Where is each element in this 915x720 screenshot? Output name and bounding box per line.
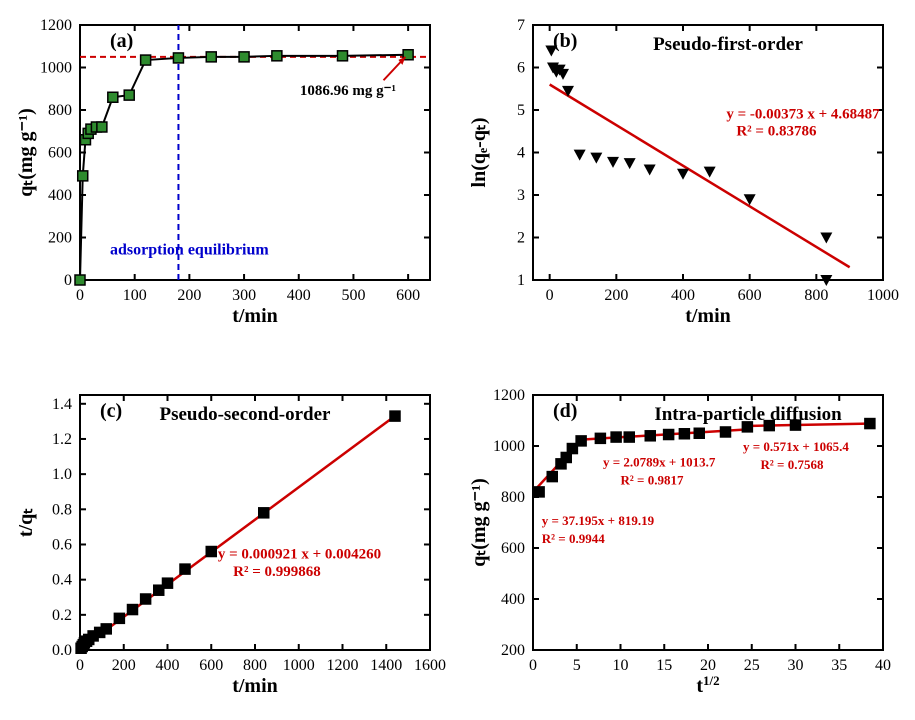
chart-grid: 0100200300400500600020040060080010001200… (10, 10, 905, 710)
svg-text:10: 10 (612, 657, 628, 674)
panel-c: 0 200 400 600 800 1000 1200 1400 1600 0.0 0.2 0.4 0.… (10, 380, 453, 710)
svg-text:0.8: 0.8 (52, 501, 72, 518)
svg-text:adsorption equilibrium: adsorption equilibrium (110, 242, 269, 259)
svg-text:t/qₜ: t/qₜ (15, 508, 37, 537)
svg-text:(b): (b) (553, 30, 577, 52)
svg-text:R² = 0.9944: R² = 0.9944 (541, 531, 604, 546)
svg-text:5: 5 (572, 657, 580, 674)
svg-text:800: 800 (804, 287, 828, 304)
svg-text:200: 200 (501, 642, 525, 659)
svg-text:200: 200 (112, 657, 136, 674)
panel-b: 0 200 400 600 800 1000 1 2 3 4 5 6 7 t/min ln(qₑ-qₜ) (b… (463, 10, 906, 340)
panel-a: 0 100 200 300 400 500 600 0 200 400 600 800 1000 1200… (10, 10, 453, 340)
svg-text:0: 0 (64, 272, 72, 289)
svg-text:100: 100 (123, 287, 147, 304)
svg-text:t/min: t/min (685, 305, 731, 327)
svg-text:1200: 1200 (493, 387, 525, 404)
svg-text:(d): (d) (553, 400, 577, 422)
svg-text:y = 2.0789x + 1013.7: y = 2.0789x + 1013.7 (603, 454, 716, 469)
svg-text:t/min: t/min (232, 675, 278, 697)
svg-text:4: 4 (517, 145, 525, 162)
svg-text:1.0: 1.0 (52, 466, 72, 483)
svg-text:1.4: 1.4 (52, 396, 72, 413)
svg-text:Pseudo-first-order: Pseudo-first-order (653, 34, 803, 55)
svg-text:800: 800 (243, 657, 267, 674)
svg-text:1000: 1000 (283, 657, 315, 674)
svg-text:y = -0.00373 x + 4.68487: y = -0.00373 x + 4.68487 (726, 107, 880, 123)
svg-text:1400: 1400 (370, 657, 402, 674)
svg-text:R² = 0.7568: R² = 0.7568 (760, 457, 823, 472)
svg-text:600: 600 (396, 287, 420, 304)
svg-text:ln(qₑ-qₜ): ln(qₑ-qₜ) (468, 118, 490, 188)
svg-text:0.2: 0.2 (52, 607, 72, 624)
svg-text:15: 15 (656, 657, 672, 674)
svg-text:t/min: t/min (232, 305, 278, 327)
svg-text:2: 2 (517, 230, 525, 247)
svg-text:3: 3 (517, 187, 525, 204)
svg-text:400: 400 (48, 187, 72, 204)
svg-text:200: 200 (604, 287, 628, 304)
svg-text:7: 7 (517, 17, 525, 34)
svg-text:1.2: 1.2 (52, 431, 72, 448)
svg-text:t1/2: t1/2 (696, 673, 719, 698)
svg-text:R² = 0.999868: R² = 0.999868 (233, 564, 321, 580)
svg-text:200: 200 (177, 287, 201, 304)
svg-text:(c): (c) (100, 400, 122, 422)
svg-text:1086.96 mg g⁻¹: 1086.96 mg g⁻¹ (300, 83, 396, 99)
svg-text:5: 5 (517, 102, 525, 119)
svg-text:300: 300 (232, 287, 256, 304)
svg-text:1000: 1000 (493, 438, 525, 455)
svg-text:Pseudo-second-order: Pseudo-second-order (160, 404, 332, 425)
svg-text:0.4: 0.4 (52, 572, 72, 589)
svg-text:1600: 1600 (414, 657, 446, 674)
svg-text:R² = 0.9817: R² = 0.9817 (620, 472, 683, 487)
svg-text:400: 400 (671, 287, 695, 304)
svg-text:0.0: 0.0 (52, 642, 72, 659)
svg-text:0.6: 0.6 (52, 536, 72, 553)
svg-text:6: 6 (517, 60, 525, 77)
svg-text:35: 35 (831, 657, 847, 674)
svg-text:0: 0 (76, 657, 84, 674)
svg-text:40: 40 (875, 657, 891, 674)
svg-text:400: 400 (501, 591, 525, 608)
svg-text:y = 37.195x + 819.19: y = 37.195x + 819.19 (541, 513, 654, 528)
svg-text:1000: 1000 (40, 60, 72, 77)
svg-text:qₜ(mg g⁻¹): qₜ(mg g⁻¹) (15, 108, 37, 197)
svg-text:0: 0 (545, 287, 553, 304)
svg-text:400: 400 (156, 657, 180, 674)
svg-text:y = 0.000921 x + 0.004260: y = 0.000921 x + 0.004260 (218, 547, 381, 563)
svg-text:200: 200 (48, 230, 72, 247)
svg-text:1200: 1200 (327, 657, 359, 674)
svg-text:400: 400 (287, 287, 311, 304)
svg-text:qₜ(mg g⁻¹): qₜ(mg g⁻¹) (468, 478, 490, 567)
svg-text:20: 20 (700, 657, 716, 674)
svg-text:0: 0 (529, 657, 537, 674)
panel-d: 0 5 10 15 20 25 30 35 40 200 400 600 800 1000 1200 t1/2… (463, 380, 906, 710)
svg-text:500: 500 (341, 287, 365, 304)
svg-text:(a): (a) (110, 30, 133, 52)
svg-text:1: 1 (517, 272, 525, 289)
svg-text:y = 0.571x + 1065.4: y = 0.571x + 1065.4 (743, 439, 849, 454)
svg-text:600: 600 (199, 657, 223, 674)
svg-text:600: 600 (501, 540, 525, 557)
svg-text:R² = 0.83786: R² = 0.83786 (736, 124, 817, 140)
svg-text:Intra-particle diffusion: Intra-particle diffusion (654, 404, 842, 425)
svg-text:1200: 1200 (40, 17, 72, 34)
svg-text:25: 25 (743, 657, 759, 674)
svg-text:0: 0 (76, 287, 84, 304)
svg-text:800: 800 (501, 489, 525, 506)
svg-text:800: 800 (48, 102, 72, 119)
svg-text:1000: 1000 (867, 287, 899, 304)
svg-text:600: 600 (737, 287, 761, 304)
svg-text:600: 600 (48, 145, 72, 162)
svg-text:30: 30 (787, 657, 803, 674)
